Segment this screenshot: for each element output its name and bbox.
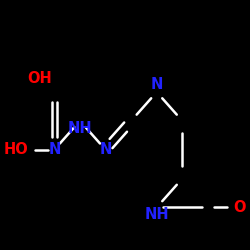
Text: N: N (48, 142, 60, 157)
Text: NH: NH (68, 121, 92, 136)
Text: NH: NH (144, 208, 169, 222)
Text: O: O (234, 200, 246, 215)
Text: N: N (150, 77, 163, 92)
Text: OH: OH (28, 71, 52, 86)
Text: HO: HO (4, 142, 29, 157)
Text: N: N (99, 142, 112, 157)
